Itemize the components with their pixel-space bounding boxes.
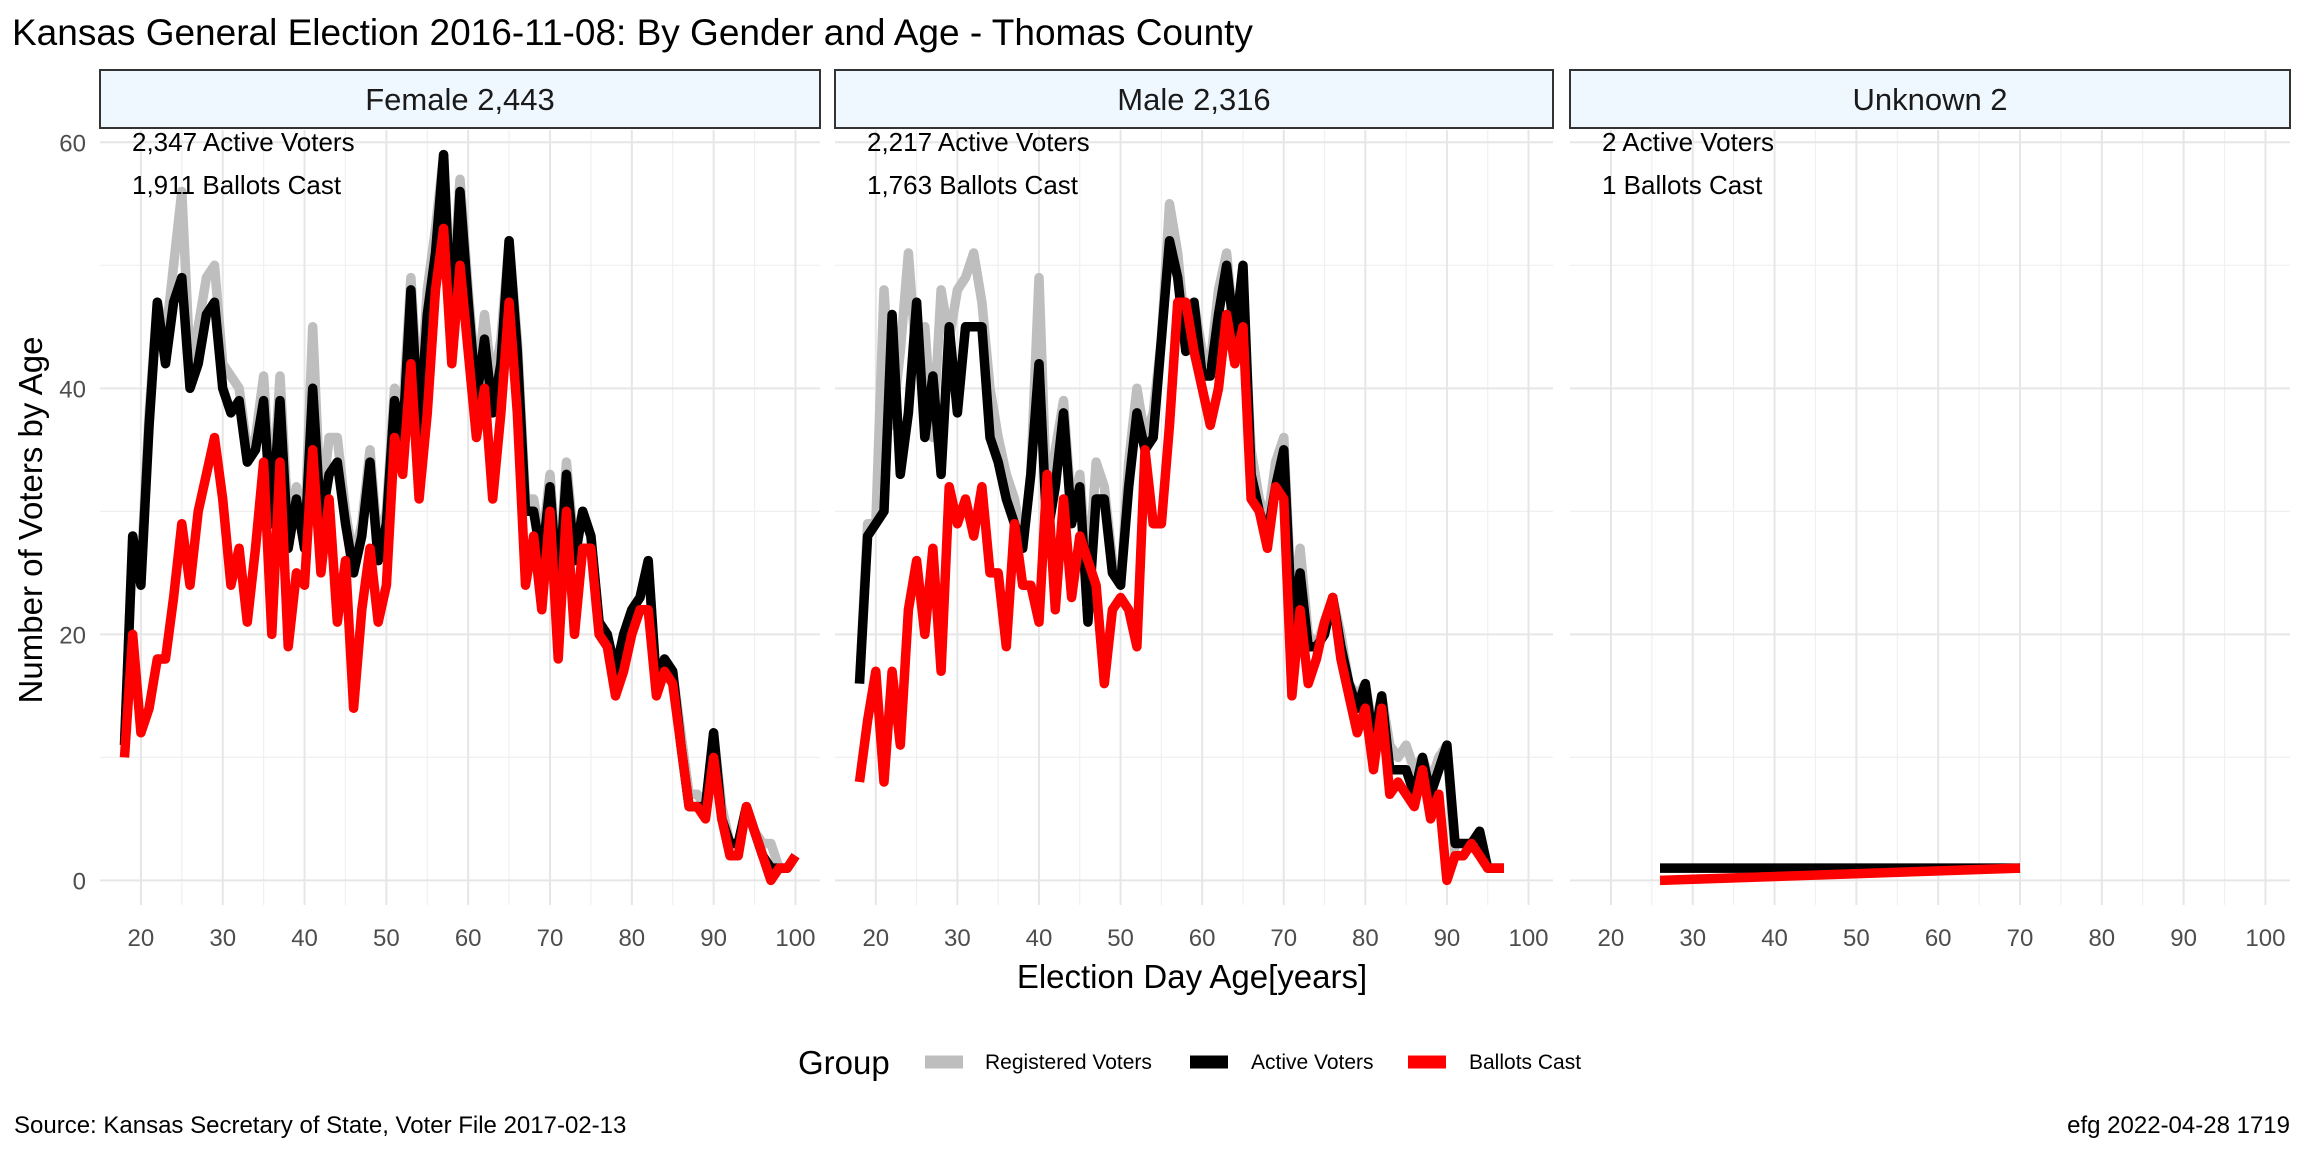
strip-label-female: Female 2,443 [365, 82, 555, 117]
strip-female [99, 69, 821, 129]
x-tick-label: 30 [944, 925, 971, 952]
x-tick-label: 100 [775, 925, 815, 952]
legend-label-ballots: Ballots Cast [1469, 1051, 1581, 1074]
annotation-female-1: 2,347 Active Voters [132, 127, 355, 157]
x-tick-label: 80 [1352, 925, 1379, 952]
x-axis-label: Election Day Age[years] [1017, 958, 1367, 995]
panel-male: Male 2,316 2,217 Active Voters 1,763 Ballo… [834, 69, 1554, 952]
series-line-male-ballots [854, 297, 1504, 886]
x-tick-label: 40 [291, 925, 318, 952]
annotation-unknown-1: 2 Active Voters [1602, 127, 1774, 157]
credit-caption: efg 2022-04-28 1719 [2067, 1112, 2290, 1139]
x-tick-label: 40 [1761, 925, 1788, 952]
strip-unknown [1569, 69, 2291, 129]
x-tick-label: 80 [2088, 925, 2115, 952]
series-line-male-active [854, 235, 1504, 873]
x-tick-label: 60 [455, 925, 482, 952]
x-tick-label: 60 [1189, 925, 1216, 952]
x-tick-label: 90 [700, 925, 727, 952]
series-line-unknown-ballots [1659, 863, 2021, 886]
x-tick-label: 70 [1270, 925, 1297, 952]
chart-panels: Female 2,443 2,347 Active Voters 1,911 Bal… [59, 69, 2291, 952]
x-tick-label: 90 [2170, 925, 2197, 952]
x-tick-label: 100 [2245, 925, 2285, 952]
x-tick-label: 40 [1026, 925, 1053, 952]
y-tick-label: 60 [59, 130, 86, 157]
y-tick-label: 0 [73, 868, 86, 895]
chart-title: Kansas General Election 2016-11-08: By G… [12, 12, 1253, 53]
legend-label-active: Active Voters [1251, 1051, 1374, 1074]
legend-title: Group [798, 1044, 890, 1081]
panel-unknown: Unknown 2 2 Active Voters 1 Ballots Cast 20… [1569, 69, 2291, 952]
strip-label-unknown: Unknown 2 [1852, 82, 2007, 117]
x-tick-label: 50 [1843, 925, 1870, 952]
x-tick-label: 50 [373, 925, 400, 952]
strip-label-male: Male 2,316 [1117, 82, 1270, 117]
annotation-male-2: 1,763 Ballots Cast [867, 170, 1079, 200]
annotation-unknown-2: 1 Ballots Cast [1602, 170, 1763, 200]
x-tick-label: 50 [1107, 925, 1134, 952]
legend-label-registered: Registered Voters [985, 1051, 1152, 1074]
x-tick-label: 100 [1508, 925, 1548, 952]
annotation-female-2: 1,911 Ballots Cast [132, 170, 342, 200]
x-tick-label: 70 [2007, 925, 2034, 952]
x-tick-label: 70 [537, 925, 564, 952]
x-tick-label: 90 [1434, 925, 1461, 952]
x-tick-label: 30 [209, 925, 236, 952]
source-caption: Source: Kansas Secretary of State, Voter… [14, 1112, 626, 1139]
series-line-female-ballots [119, 223, 800, 886]
legend: Group Registered Voters Active Voters Ba… [798, 1044, 1581, 1081]
x-tick-label: 60 [1925, 925, 1952, 952]
strip-male [834, 69, 1554, 129]
panel-female: Female 2,443 2,347 Active Voters 1,911 Bal… [59, 69, 821, 952]
x-tick-label: 80 [618, 925, 645, 952]
x-tick-label: 20 [1598, 925, 1625, 952]
annotation-male-1: 2,217 Active Voters [867, 127, 1090, 157]
y-tick-label: 20 [59, 622, 86, 649]
x-tick-label: 20 [862, 925, 889, 952]
y-axis-label: Number of Voters by Age [12, 337, 49, 704]
y-tick-label: 40 [59, 376, 86, 403]
x-tick-label: 30 [1679, 925, 1706, 952]
x-tick-label: 20 [128, 925, 155, 952]
